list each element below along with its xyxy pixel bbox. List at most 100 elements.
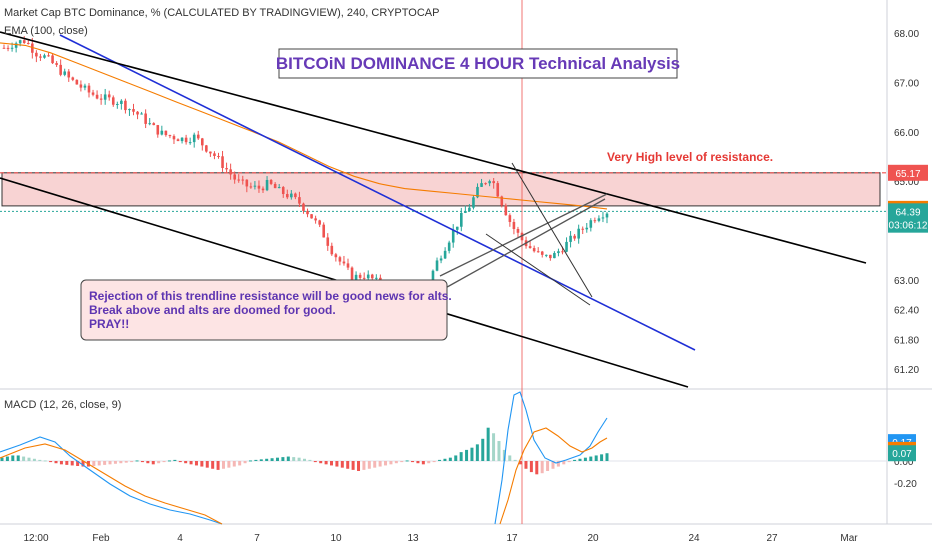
macd-bar (405, 460, 409, 462)
macd-bar (43, 460, 47, 462)
macd-line-2 (494, 391, 608, 525)
macd-bar (524, 461, 528, 469)
candle-body (520, 232, 524, 241)
time-tick-label: 7 (254, 533, 260, 544)
candle-body (83, 85, 87, 88)
price-tick-label: 68.00 (894, 29, 919, 40)
candle-body (435, 260, 439, 271)
candle-body (35, 52, 38, 57)
callout-box (80, 279, 448, 341)
macd-bar (232, 461, 236, 467)
macd-histogram (0, 427, 609, 475)
macd-bar (76, 461, 80, 466)
time-tick-label: 12:00 (23, 533, 48, 544)
candle-body (148, 123, 151, 125)
macd-bar (97, 461, 101, 466)
macd-bar (119, 461, 123, 464)
macd-line (0, 436, 223, 525)
candle-body (144, 113, 147, 124)
candle-body (156, 125, 160, 135)
candle-body (318, 220, 321, 225)
candle-body (67, 71, 71, 78)
macd-bar (259, 459, 263, 461)
macd-bar (340, 461, 344, 468)
candle-body (366, 274, 370, 279)
macd-bar (535, 461, 539, 475)
candle-body (253, 185, 257, 187)
macd-bar (546, 461, 550, 471)
macd-bar (140, 461, 144, 463)
candle-body (310, 214, 313, 219)
candle-body (460, 212, 463, 227)
macd-bar (319, 461, 323, 464)
svg-text:03:06:12: 03:06:12 (889, 221, 928, 232)
candle-body (338, 257, 342, 262)
macd-bar (49, 461, 53, 463)
macd-bar (346, 461, 350, 469)
macd-bar (162, 461, 166, 463)
candle-body (431, 270, 435, 283)
candle-body (164, 130, 168, 136)
candle-body (160, 130, 164, 135)
time-axis: 12:00 Feb 4 7 10 13 17 20 24 27 Mar (23, 533, 858, 544)
time-tick-label: Mar (840, 533, 858, 544)
macd-bar (205, 461, 209, 468)
candle-body (6, 47, 10, 49)
candle-body (192, 134, 196, 143)
candle-body (10, 47, 14, 49)
candle-body (549, 254, 552, 259)
candle-body (540, 251, 544, 255)
resistance-note: Very High level of resistance. (607, 150, 773, 164)
candle-body (330, 245, 334, 255)
macd-bar (594, 455, 598, 461)
channel-upper-line (0, 31, 867, 264)
macd-signal-line-2 (499, 427, 608, 525)
candle-body (476, 186, 479, 198)
falling-wedge-line (511, 162, 593, 298)
rising-wedge-lower (439, 198, 606, 292)
candle-body (176, 139, 180, 142)
candle-body (265, 179, 269, 191)
time-tick-label: 27 (766, 533, 778, 544)
macd-bar (443, 458, 447, 461)
candle-body (233, 174, 236, 180)
price-tick-label: 61.80 (894, 335, 919, 346)
price-badge: 64.39 (888, 203, 928, 220)
candle-body (120, 100, 123, 104)
candle-body (116, 103, 119, 105)
callout-line-3: PRAY!! (89, 317, 129, 331)
time-tick-label: 4 (177, 533, 183, 544)
ema-line (0, 42, 608, 210)
candle-body (472, 197, 475, 208)
candle-body (63, 71, 67, 75)
candle-body (322, 224, 326, 238)
macd-bar (70, 461, 74, 466)
candle-body (209, 151, 212, 154)
macd-bar (551, 461, 555, 469)
macd-bar (459, 452, 463, 461)
candle-body (581, 228, 585, 230)
time-tick-label: 10 (330, 533, 342, 544)
macd-bar (113, 461, 117, 464)
candle-body (225, 167, 228, 170)
macd-bar (600, 454, 604, 461)
candle-body (184, 137, 188, 143)
macd-bar (135, 460, 139, 462)
macd-bar (389, 461, 393, 465)
candle-body (294, 193, 297, 198)
macd-bar (254, 459, 258, 461)
macd-bar (427, 461, 431, 464)
macd-bar (167, 460, 171, 462)
macd-bar (481, 438, 485, 461)
candle-body (111, 97, 115, 105)
macd-bar (38, 459, 42, 461)
macd-bar (502, 449, 506, 461)
candle-body (565, 241, 568, 252)
candle-body (14, 43, 18, 48)
candle-body (285, 194, 289, 198)
macd-bar (384, 461, 388, 466)
macd-bar (59, 461, 63, 465)
candle-body (249, 186, 253, 188)
price-badge: 03:06:12 (888, 216, 928, 233)
